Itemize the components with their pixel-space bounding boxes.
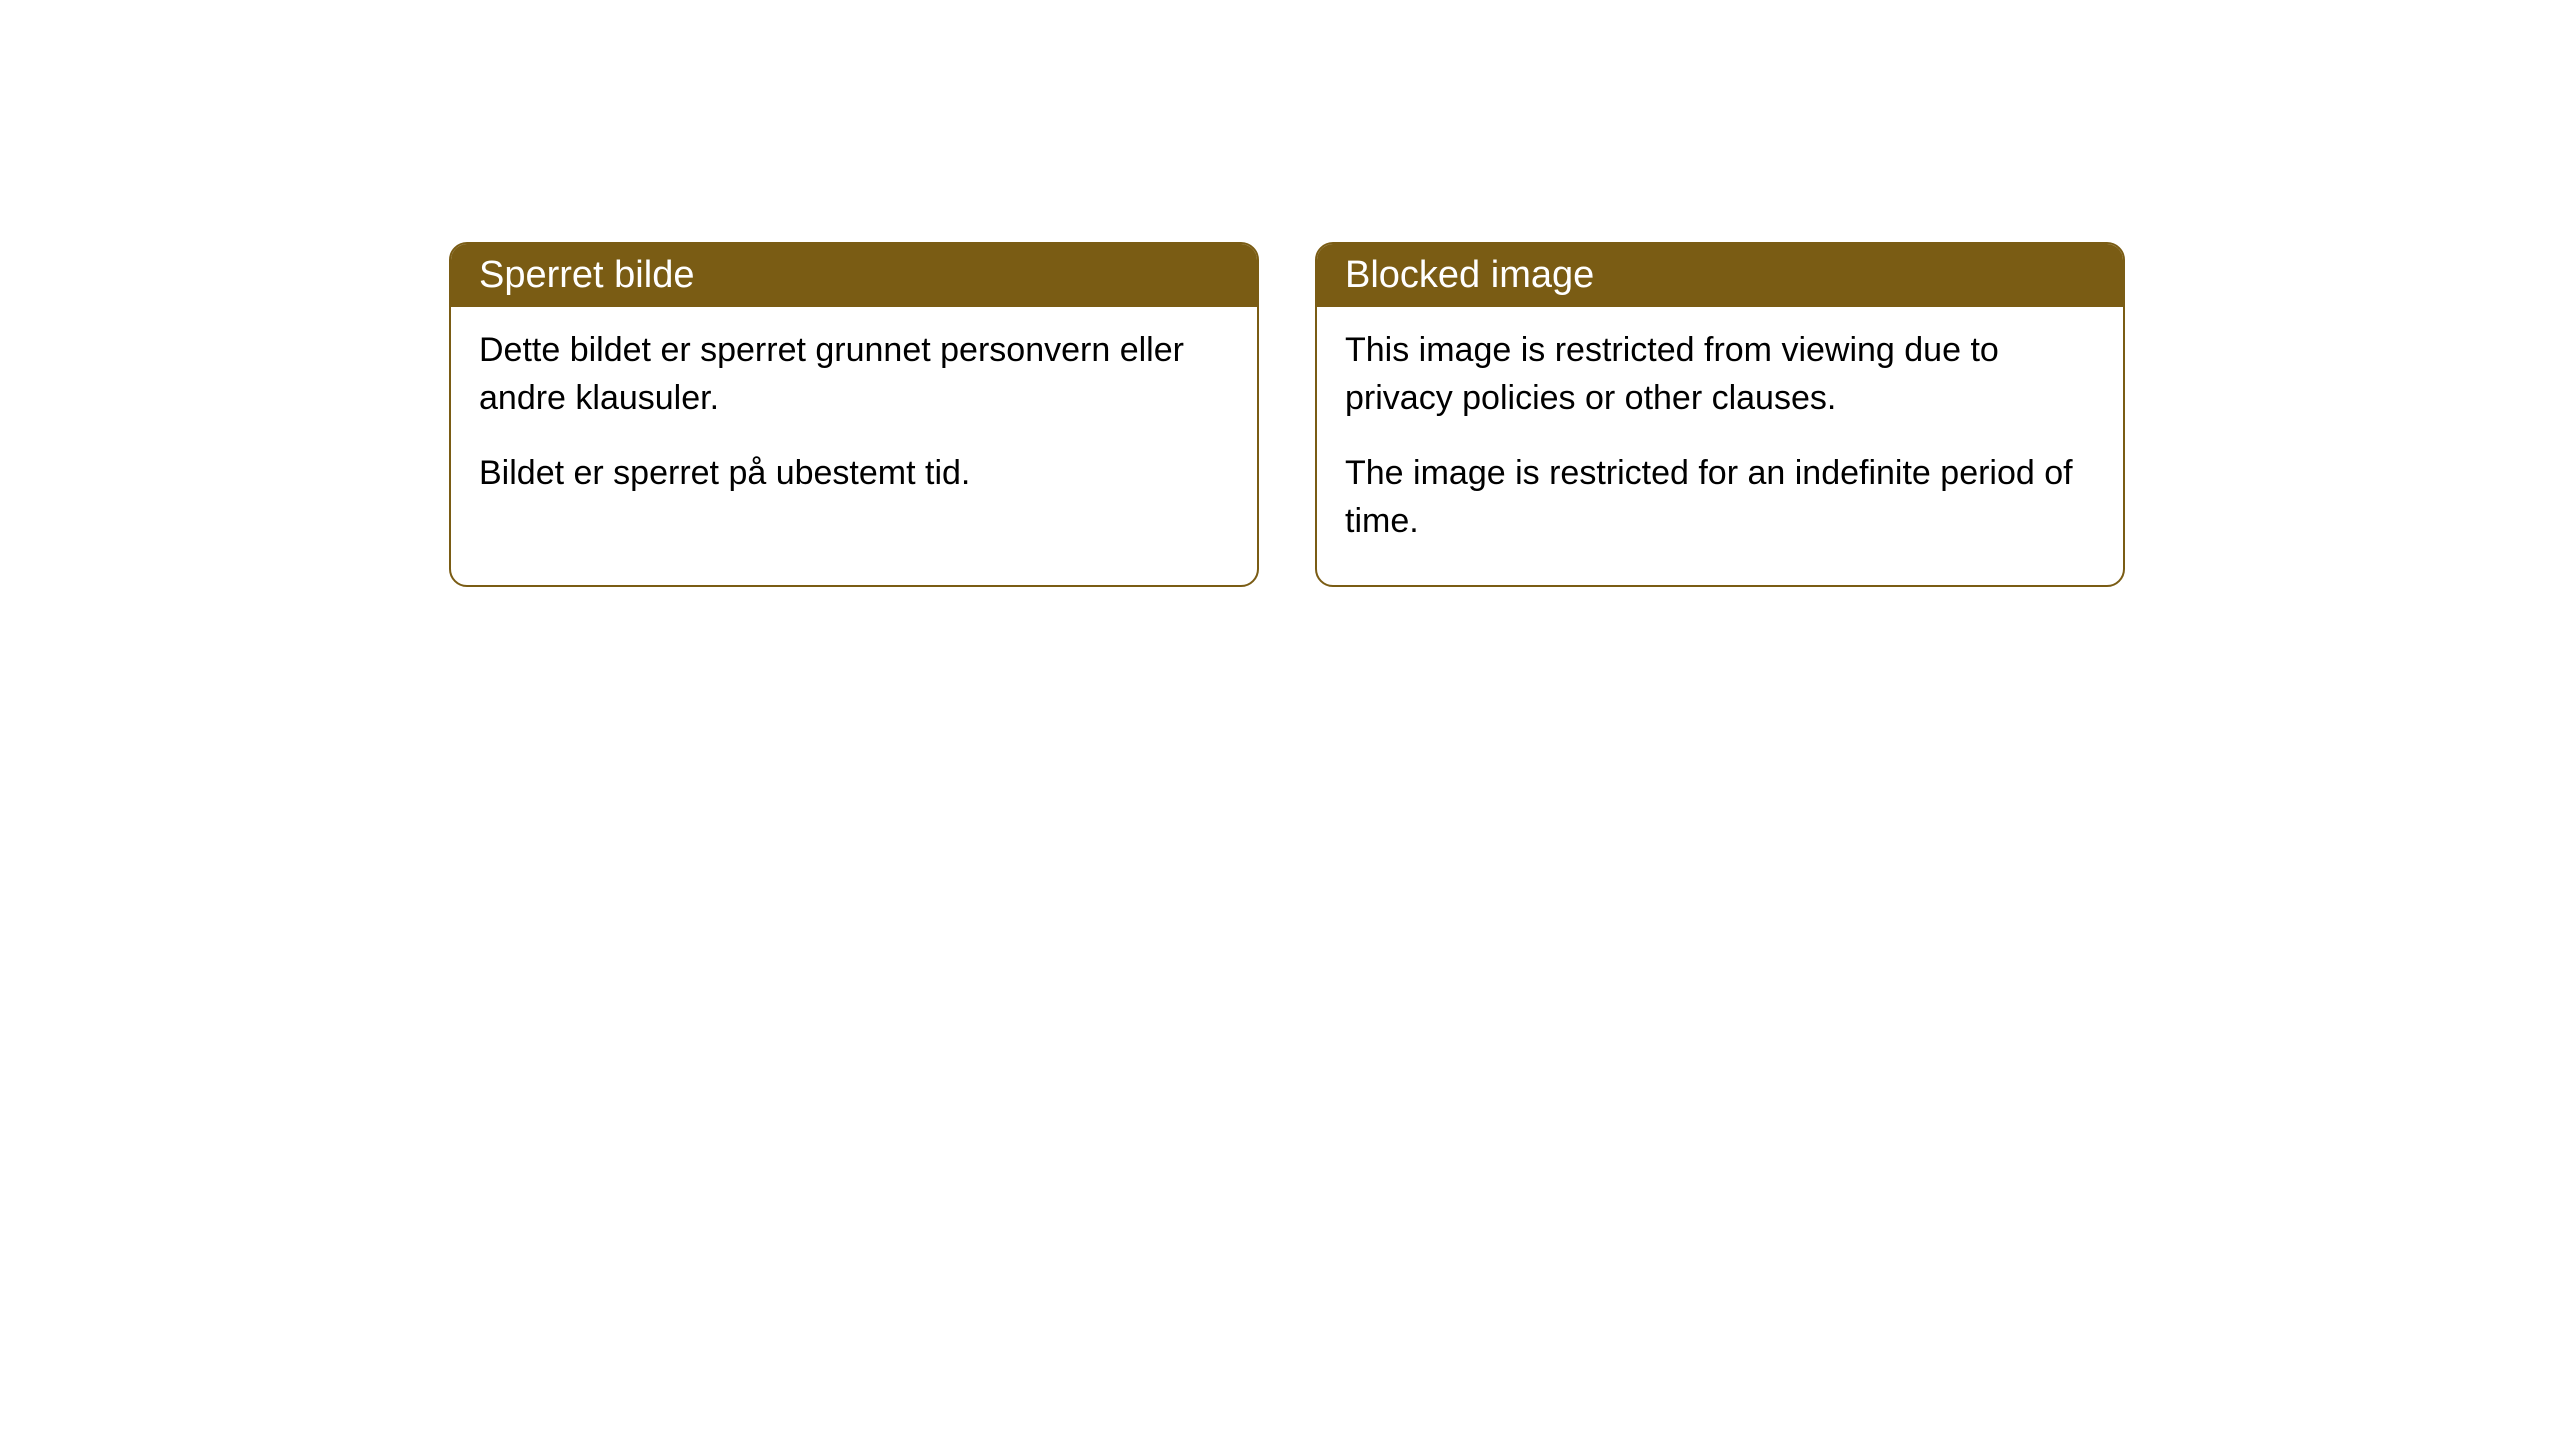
cards-container: Sperret bilde Dette bildet er sperret gr… (449, 242, 2125, 587)
card-paragraph: Bildet er sperret på ubestemt tid. (479, 450, 1229, 498)
card-body-norwegian: Dette bildet er sperret grunnet personve… (451, 307, 1257, 538)
card-english: Blocked image This image is restricted f… (1315, 242, 2125, 587)
card-norwegian: Sperret bilde Dette bildet er sperret gr… (449, 242, 1259, 587)
card-header-norwegian: Sperret bilde (451, 244, 1257, 307)
card-paragraph: This image is restricted from viewing du… (1345, 327, 2095, 422)
card-paragraph: Dette bildet er sperret grunnet personve… (479, 327, 1229, 422)
card-header-english: Blocked image (1317, 244, 2123, 307)
card-body-english: This image is restricted from viewing du… (1317, 307, 2123, 585)
card-paragraph: The image is restricted for an indefinit… (1345, 450, 2095, 545)
